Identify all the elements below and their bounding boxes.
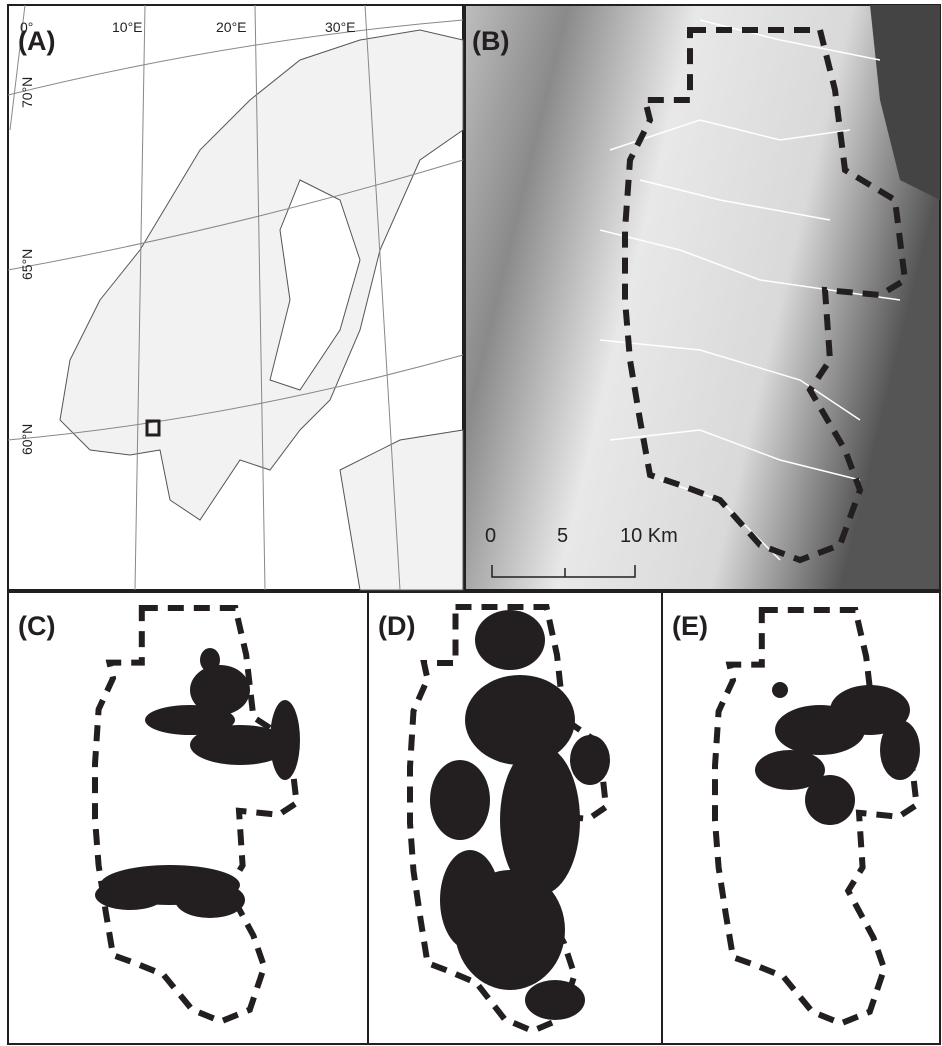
panel-label: (C) <box>18 611 55 641</box>
land <box>339 429 464 591</box>
rivers <box>599 19 901 561</box>
occurrences <box>430 610 610 1020</box>
scale-label: 5 <box>557 525 568 547</box>
panel-frame <box>661 591 941 1045</box>
scale-label: 0 <box>485 525 496 547</box>
lon-label: 30°E <box>325 19 356 35</box>
lon-label: 20°E <box>216 19 247 35</box>
study-area-box <box>145 419 161 437</box>
panel-label: (D) <box>378 611 415 641</box>
scale-bar: 0 5 10 Km <box>485 525 678 578</box>
lat-label: 60°N <box>19 424 35 455</box>
panel-b: (B) 0 5 10 Km <box>464 4 941 591</box>
panel-c: (C) <box>7 591 369 1045</box>
lon-label: 0° <box>20 19 33 35</box>
panel-d: (D) <box>367 591 663 1045</box>
panel-label: (A) <box>18 26 55 56</box>
scale-label: 10 Km <box>620 525 678 547</box>
lat-label: 70°N <box>19 77 35 108</box>
elevation-map <box>464 4 941 591</box>
occurrences <box>95 648 300 918</box>
lat-label: 65°N <box>19 249 35 280</box>
panel-a: (A) 0° 10°E 20°E 30°E 70°N 65°N 60°N <box>7 4 464 591</box>
panel-label: (E) <box>672 611 708 641</box>
panel-frame <box>7 591 369 1045</box>
land <box>59 29 464 521</box>
panel-e: (E) <box>661 591 941 1045</box>
panel-label: (B) <box>472 26 509 56</box>
lake <box>870 5 940 200</box>
occurrences <box>755 682 920 825</box>
graticule <box>7 4 464 591</box>
lon-label: 10°E <box>112 19 143 35</box>
sea <box>269 179 361 391</box>
